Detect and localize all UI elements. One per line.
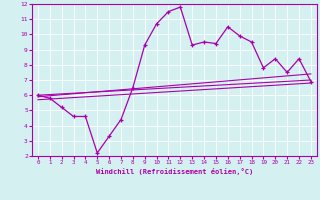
X-axis label: Windchill (Refroidissement éolien,°C): Windchill (Refroidissement éolien,°C) [96,168,253,175]
